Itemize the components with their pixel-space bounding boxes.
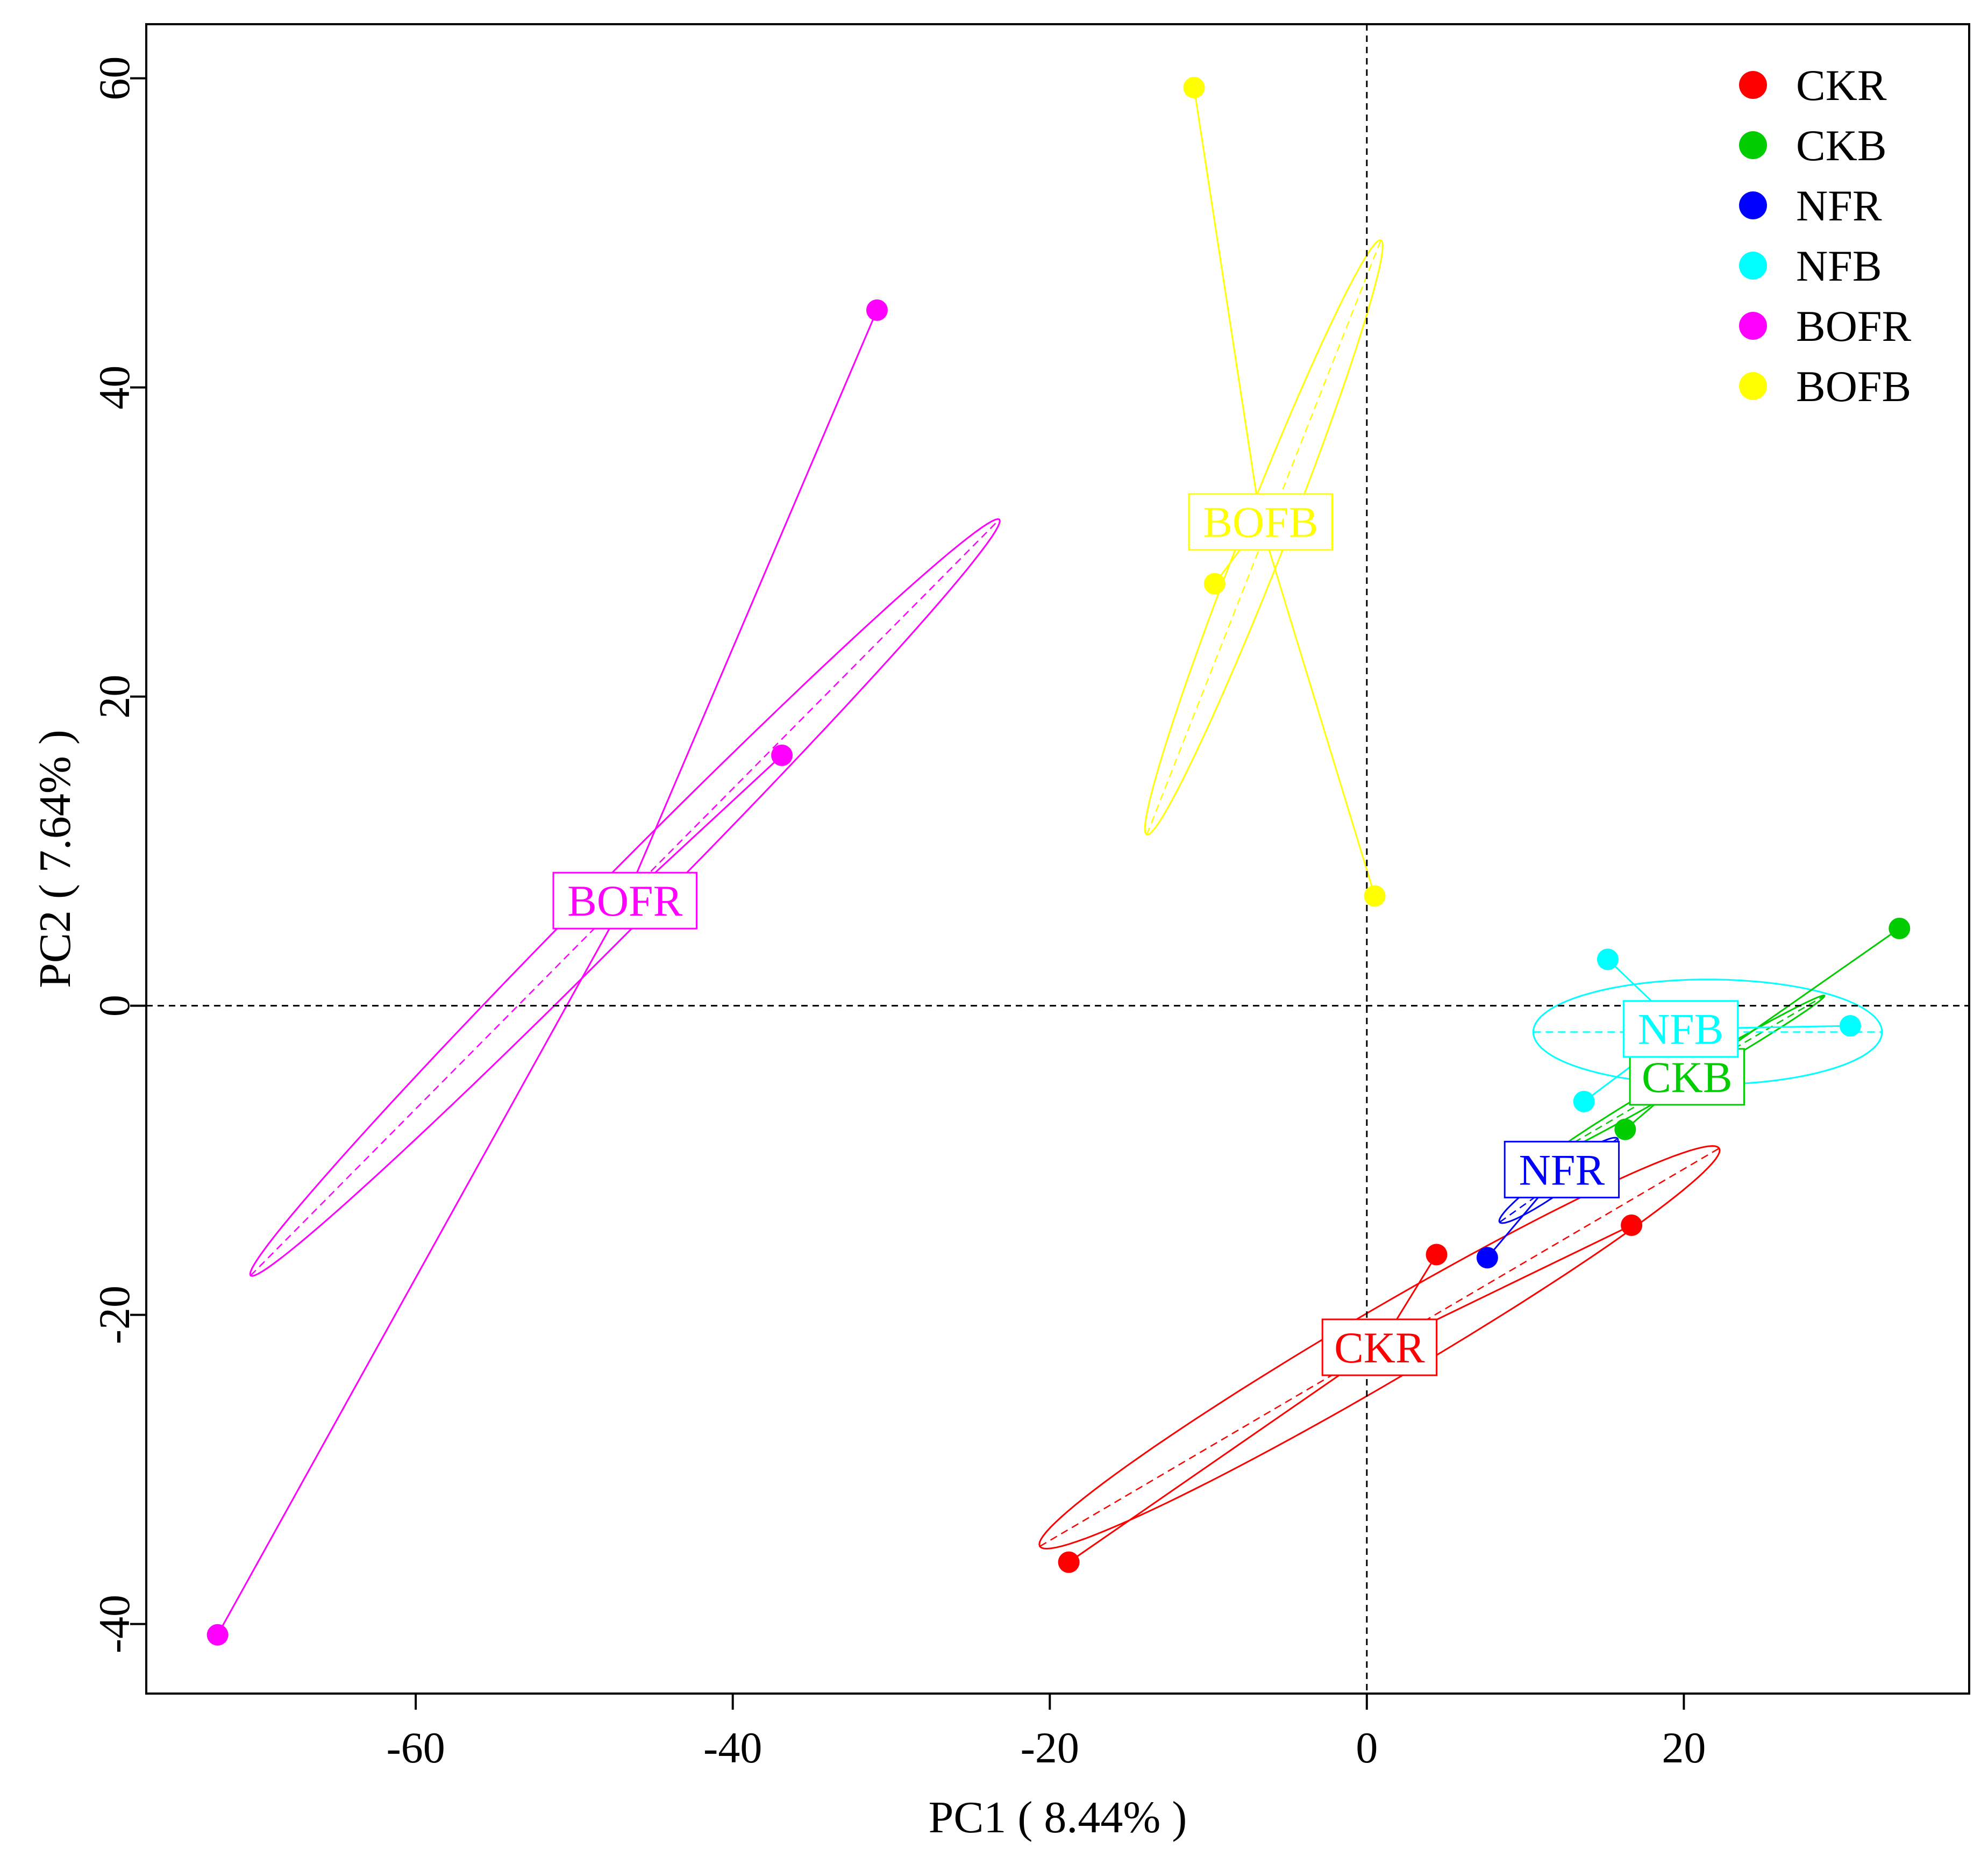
group-label-box-nfb: [1622, 1000, 1739, 1058]
x-tick-label: -60: [386, 1723, 445, 1772]
data-point-bofr: [866, 299, 888, 321]
group-label-ckb: CKB: [1642, 1053, 1733, 1102]
group-label-box-nfr: [1504, 1140, 1620, 1198]
data-point-ckr: [1058, 1551, 1080, 1573]
y-tick-label: 0: [90, 995, 139, 1017]
axis-layer: -60 -40 -20 0 20 -40 -20 0 20 40 60 PC1 ( 8.44% ) PC…: [30, 23, 1970, 1842]
confidence-ellipse-ckr: [1038, 1145, 1721, 1550]
data-point-nfb: [1597, 948, 1619, 970]
group-label-box-bofb: [1188, 493, 1334, 551]
legend-label-bofb: BOFB: [1796, 362, 1911, 411]
legend-marker-bofr: [1739, 312, 1767, 340]
x-axis-title: PC1 ( 8.44% ): [929, 1792, 1187, 1842]
legend-marker-bofb: [1739, 372, 1767, 400]
ellipse-major-axis-ckr: [1039, 1147, 1720, 1547]
spider-line-bofr: [217, 900, 626, 1636]
data-point-bofr: [771, 744, 793, 766]
spider-line-bofr: [624, 310, 878, 901]
legend-marker-nfb: [1739, 252, 1767, 280]
group-label-nfr: NFR: [1519, 1145, 1605, 1194]
data-point-ckr: [1621, 1214, 1643, 1236]
data-point-bofb: [1203, 573, 1225, 595]
spider-line-bofb: [1259, 522, 1376, 896]
data-point-bofb: [1183, 76, 1205, 98]
group-label-nfb: NFB: [1638, 1005, 1724, 1054]
legend-label-nfb: NFB: [1796, 241, 1882, 290]
y-tick-label: -40: [90, 1595, 139, 1653]
y-tick-label: 60: [90, 56, 139, 101]
spider-line-bofb: [1193, 87, 1262, 522]
group-label-ckr: CKR: [1334, 1323, 1425, 1372]
ellipse-major-axis-bofb: [1146, 240, 1382, 835]
data-point-ckr: [1426, 1244, 1448, 1266]
data-point-ckb: [1614, 1118, 1636, 1140]
legend-label-bofr: BOFR: [1796, 302, 1912, 351]
legend: CKR CKB NFR NFB BOFR BOFB: [1739, 61, 1912, 411]
point-layer: [206, 76, 1911, 1646]
legend-marker-nfr: [1739, 191, 1767, 219]
legend-label-nfr: NFR: [1796, 181, 1882, 230]
spider-line-ckr: [1068, 1346, 1380, 1563]
x-tick-label: -20: [1021, 1723, 1079, 1772]
group-label-box-ckb: [1629, 1048, 1745, 1106]
confidence-ellipse-nfb: [1532, 979, 1883, 1085]
legend-marker-ckr: [1739, 71, 1767, 99]
x-tick-label: -40: [703, 1723, 762, 1772]
data-point-nfb: [1573, 1090, 1595, 1112]
legend-label-ckr: CKR: [1796, 61, 1887, 110]
y-axis-title: PC2 ( 7.64% ): [30, 730, 80, 988]
x-tick-label: 20: [1662, 1723, 1706, 1772]
legend-marker-ckb: [1739, 131, 1767, 159]
group-label-bofb: BOFB: [1203, 498, 1318, 547]
group-label-bofr: BOFR: [567, 876, 683, 925]
legend-label-ckb: CKB: [1796, 121, 1887, 170]
group-label-box-ckr: [1321, 1318, 1438, 1376]
group-label-box-bofr: [552, 872, 697, 930]
data-point-ckb: [1889, 917, 1911, 939]
y-tick-label: 40: [90, 366, 139, 410]
plot-border: [145, 23, 1970, 1695]
x-tick-label: 0: [1356, 1723, 1378, 1772]
data-point-nfr: [1476, 1247, 1498, 1269]
y-tick-label: 20: [90, 675, 139, 719]
y-tick-label: -20: [90, 1285, 139, 1344]
data-point-bofr: [206, 1624, 229, 1646]
ellipse-major-axis-ckb: [1552, 995, 1825, 1156]
data-point-nfb: [1839, 1015, 1861, 1037]
data-point-bofb: [1364, 885, 1386, 907]
group-label-layer: CKR CKB NFR NFB BOFR BOFB: [552, 493, 1745, 1376]
